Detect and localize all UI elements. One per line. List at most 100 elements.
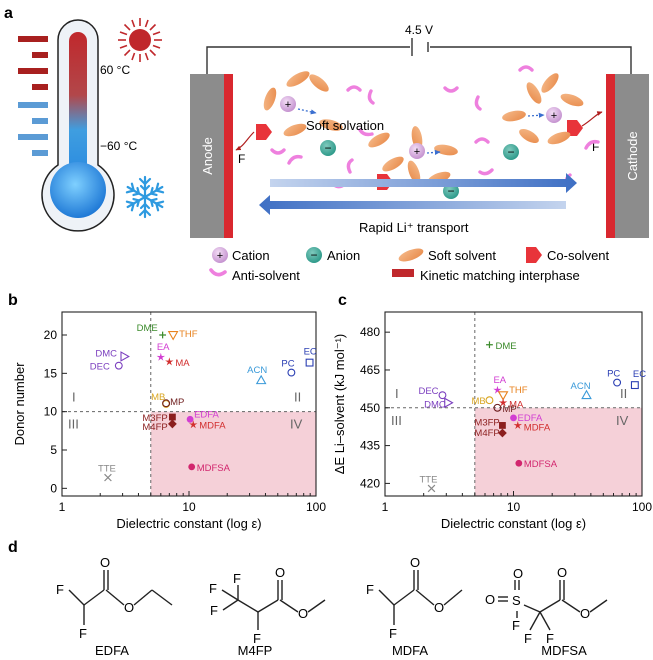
m4fp-o2: O [298,606,308,621]
svg-text:+: + [414,146,420,158]
point-m4fp [167,419,177,429]
panel-label-d: d [8,539,18,556]
mdfa-o2: O [434,600,444,615]
point-label-ma: MA [509,400,524,411]
anode-label: Anode [200,137,215,175]
m4fp-name: M4FP [238,643,273,658]
quadrant-label: II [620,386,627,401]
point-label-dmc: DMC [424,400,446,411]
point-label-edfa: EDFA [518,413,543,424]
point-acn [255,374,267,385]
point-tte [104,473,112,482]
point-label-mdfa: MDFA [524,422,551,433]
point-label-acn: ACN [571,381,591,392]
point-thf [167,331,179,341]
y-tick-label: 480 [360,325,380,339]
voltage-label: 4.5 V [405,23,433,37]
point-mdfsa [188,463,196,471]
temp-low-label: −60 °C [100,139,137,153]
x-tick-label: 1 [59,500,66,514]
hot-cold-bars [18,36,48,156]
point-label-m4fp: M4FP [474,428,499,439]
point-ea [493,385,502,394]
point-label-mdfa: MDFA [199,421,226,432]
quadrant-iv-shade [150,411,316,496]
m4fp-f1: F [233,571,241,586]
point-label-mp: MP [170,397,184,408]
point-label-thf: THF [179,329,198,340]
svg-text:−: − [310,248,317,262]
point-dec [438,391,447,400]
point-label-tte: TTE [98,464,116,475]
y-tick-label: 465 [360,363,380,377]
point-label-mp: MP [502,404,516,415]
point-ma [498,398,508,407]
x-tick-label: 10 [507,500,521,514]
point-ma [165,357,174,366]
point-label-mdfsa: MDFSA [197,463,231,474]
point-edfa [510,414,517,422]
point-label-mdfsa: MDFSA [524,459,558,470]
point-dmc [120,351,130,362]
point-ea [156,352,166,361]
point-label-edfa: EDFA [194,409,219,420]
mdfsa-f1: F [512,618,520,633]
y-tick-label: 435 [360,439,380,453]
x-tick-label: 1 [382,500,389,514]
molecule-m4fp [221,580,326,630]
point-dme [486,341,493,349]
y-tick-label: 15 [44,366,58,380]
edfa-o2: O [124,600,134,615]
point-label-m3fp: M3FP [474,417,499,428]
molecule-mdfsa [498,580,608,631]
point-mdfa [513,421,522,429]
legend-co-solvent-icon [526,247,542,263]
mdfa-o1: O [410,555,420,570]
point-edfa [186,415,194,423]
svg-text:+: + [217,250,223,262]
soft-solvent-molecules [263,71,584,185]
cathode-interphase [606,74,615,238]
molecule-edfa [68,570,173,625]
point-label-dme: DME [495,341,516,352]
co-solvent-marker-right [567,111,603,136]
quadrant-label: III [391,413,402,428]
point-label-pc: PC [281,359,294,370]
legend-anion-icon: − [306,247,322,263]
quadrant-label: IV [616,413,629,428]
point-mp [162,399,171,408]
y-axis-title: ΔE Li–solvent (kJ mol⁻¹) [332,334,347,475]
legend-anti-solvent-label: Anti-solvent [232,268,300,283]
point-m3fp [168,413,176,421]
quadrant-label: I [395,386,399,401]
point-mdfsa [515,459,523,467]
snowflake-icon [124,175,166,219]
point-label-ma: MA [175,358,190,369]
point-label-dec: DEC [418,386,438,397]
mdfsa-s: S [512,593,521,608]
chart-binding-energy: 1 10 100 420 435 450 465 480 Dielectric constant… [332,311,652,531]
legend-interphase-label: Kinetic matching interphase [420,268,580,283]
mdfsa-f2: F [524,631,532,646]
co-solvent-marker-left [235,124,272,151]
point-tte [427,484,436,493]
point-label-ea: EA [157,342,170,353]
point-m4fp [498,428,507,438]
cathode-electrode [615,74,649,238]
x-tick-label: 10 [182,500,196,514]
y-tick-label: 20 [44,328,58,342]
point-thf [497,391,509,401]
mdfsa-f3: F [546,631,554,646]
svg-text:−: − [507,145,514,159]
molecule-mdfa [378,570,463,625]
edfa-f2: F [79,626,87,641]
point-acn [581,389,592,400]
fluorine-label-left: F [238,152,245,166]
temp-high-label: 60 °C [100,63,130,77]
point-label-tte: TTE [419,474,437,485]
x-axis-title: Dielectric constant (log ε) [441,516,586,531]
thermometer-icon [41,19,115,232]
point-m3fp [499,422,506,429]
point-label-dmc: DMC [95,348,117,359]
point-dme [159,331,167,339]
